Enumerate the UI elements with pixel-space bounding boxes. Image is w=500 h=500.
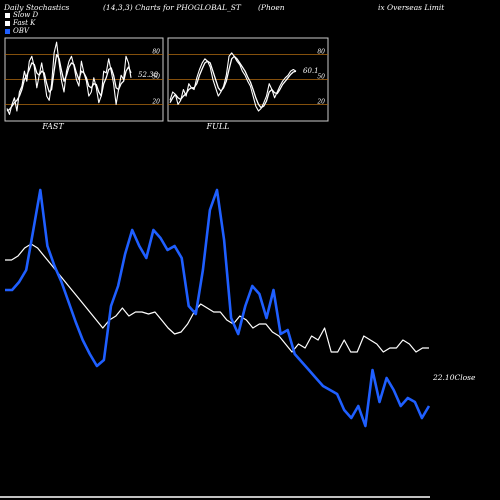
full-panel-tick-label-80: 80	[317, 49, 325, 56]
legend-swatch-fast-k	[5, 20, 10, 26]
full-panel-slow-d-line	[169, 55, 297, 109]
fast-panel-slow-d-line	[6, 53, 132, 112]
full-panel-last-value-label: 60.1	[303, 67, 319, 75]
fast-panel-tick-label-80: 80	[152, 49, 160, 56]
legend-label-slow-d: Slow D	[13, 11, 39, 19]
legend-label-fast-k: Fast K	[13, 19, 36, 27]
legend-swatch-obv	[5, 28, 10, 34]
header-right-a: (Phoen	[258, 3, 285, 12]
header-center: (14,3,3) Charts for PHOGLOBAL_ST	[103, 3, 241, 12]
close-price-line	[5, 243, 429, 353]
legend-item-obv: OBV	[5, 27, 38, 35]
legend: Slow D Fast K OBV	[5, 11, 38, 35]
close-last-value-label: 22.10Close	[432, 373, 476, 382]
legend-item-fast-k: Fast K	[5, 19, 38, 27]
obv-line	[5, 188, 431, 428]
fast-panel-title: FAST	[41, 122, 64, 131]
legend-swatch-slow-d	[5, 12, 10, 18]
fast-panel-last-value-label: 52.38	[138, 71, 159, 79]
full-panel-tick-label-50: 50	[317, 74, 325, 81]
fast-panel-tick-label-20: 20	[151, 98, 160, 105]
fast-panel-tick-label-50: 50	[152, 74, 160, 81]
full-panel-tick-label-20: 20	[316, 98, 325, 105]
header-right-b: ix Overseas Limit	[378, 3, 445, 12]
full-panel-fast-k-line	[169, 52, 297, 112]
legend-label-obv: OBV	[13, 27, 29, 35]
legend-item-slow-d: Slow D	[5, 11, 38, 19]
full-panel-title: FULL	[206, 122, 230, 131]
header-left: Daily Stochastics	[4, 3, 70, 12]
